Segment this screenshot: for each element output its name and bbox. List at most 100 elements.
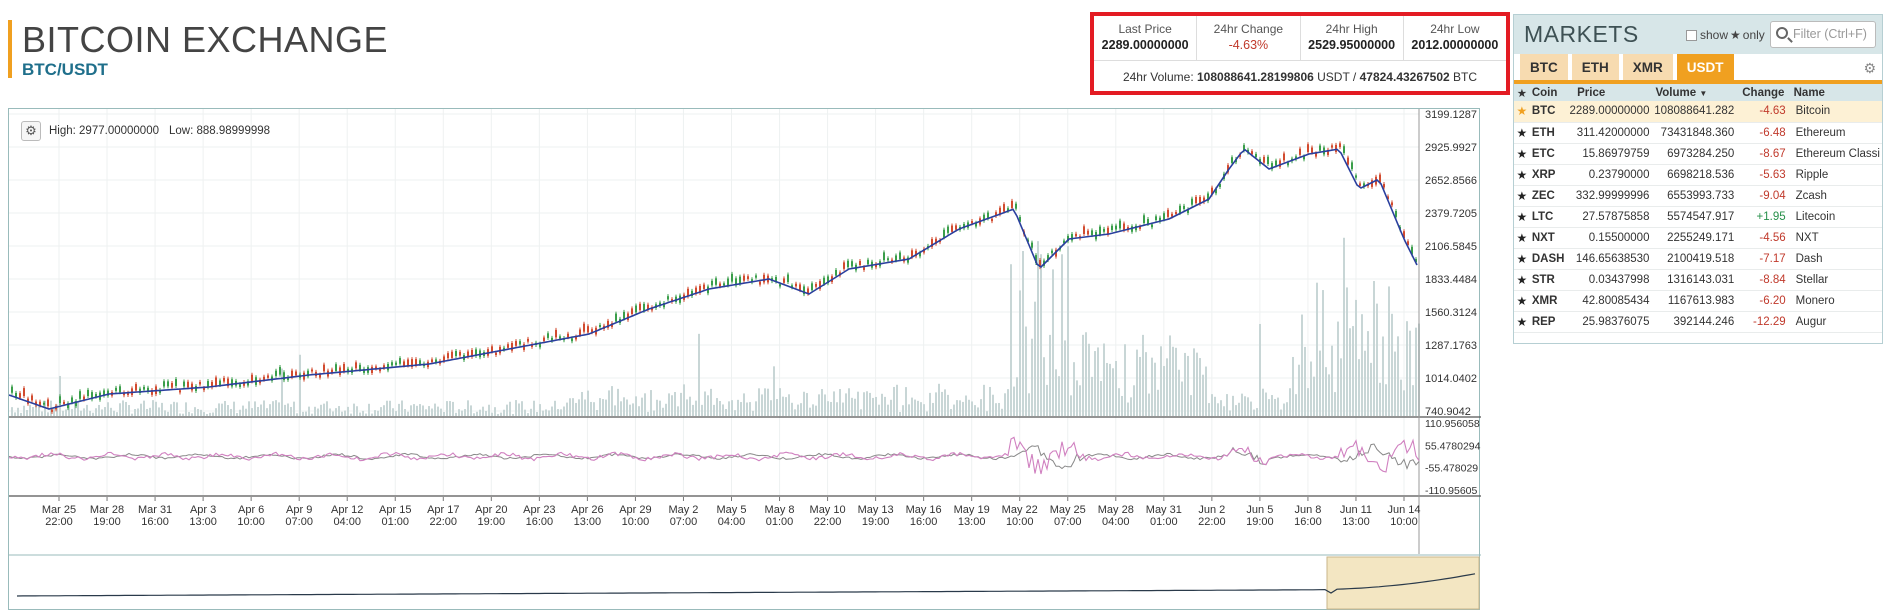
column-price[interactable]: Price <box>1567 84 1652 101</box>
market-row[interactable]: ★ XMR 42.80085434 1167613.983 -6.20 Monero <box>1514 290 1882 312</box>
time-tick-time: 10:00 <box>237 516 265 528</box>
market-row[interactable]: ★ STR 0.03437998 1316143.031 -8.84 Stellar <box>1514 269 1882 291</box>
fav-column-star-icon[interactable]: ★ <box>1514 84 1530 101</box>
market-row[interactable]: ★ LTC 27.57875858 5574547.917 +1.95 Litecoin <box>1514 206 1882 228</box>
tab-btc[interactable]: BTC <box>1520 54 1568 80</box>
volume-bar <box>626 399 628 416</box>
market-row[interactable]: ★ REP 25.98376075 392144.246 -12.29 Augur <box>1514 311 1882 333</box>
volume-bar <box>62 410 64 416</box>
tab-xmr[interactable]: XMR <box>1622 54 1673 80</box>
market-row[interactable]: ★ ETC 15.86979759 6973284.250 -8.67 Ethereum … <box>1514 143 1882 165</box>
oscillator-tick-label: -55.478029 <box>1425 463 1478 475</box>
volume-bar <box>479 409 481 416</box>
filter-input[interactable]: Filter (Ctrl+F) <box>1770 21 1876 48</box>
market-row[interactable]: ★ DASH 146.65638530 2100419.518 -7.17 Dash <box>1514 248 1882 270</box>
candle-body <box>247 381 249 386</box>
candle-body <box>451 351 453 358</box>
volume-bar <box>371 413 373 416</box>
volume-bar <box>941 391 943 416</box>
volume-bar <box>1259 323 1261 416</box>
fav-star-icon[interactable]: ★ <box>1514 185 1530 207</box>
candle-body <box>915 250 917 257</box>
time-tick-date: Apr 26 <box>571 504 603 516</box>
fav-star-icon[interactable]: ★ <box>1514 311 1530 333</box>
time-tick-date: Apr 20 <box>475 504 507 516</box>
price-chart[interactable]: ⚙ High: 2977.00000000 Low: 888.98999998 … <box>8 108 1481 611</box>
markets-header: MARKETS show ★ only Filter (Ctrl+F) <box>1514 15 1882 54</box>
candle-body <box>1307 144 1309 153</box>
fav-star-icon[interactable]: ★ <box>1514 248 1530 270</box>
volume-bar <box>971 401 973 416</box>
tab-usdt[interactable]: USDT <box>1676 54 1734 80</box>
volume-bar <box>776 399 778 416</box>
chart-settings-gear-icon[interactable]: ⚙ <box>21 121 41 141</box>
volume-bar <box>1274 398 1276 416</box>
candle-body <box>527 338 529 342</box>
volume-btc-value: 47824.43267502 <box>1359 70 1450 84</box>
volume-bar <box>542 410 544 416</box>
candle-body <box>779 284 781 287</box>
fav-star-icon[interactable]: ★ <box>1514 206 1530 228</box>
fav-star-icon[interactable]: ★ <box>1514 164 1530 186</box>
candle-body <box>539 343 541 348</box>
column-name[interactable]: Name <box>1787 84 1882 101</box>
volume-bar <box>1313 376 1315 416</box>
candle-body <box>1091 230 1093 236</box>
fav-star-icon[interactable]: ★ <box>1514 269 1530 291</box>
fav-star-icon[interactable]: ★ <box>1514 290 1530 312</box>
candle-body <box>1263 156 1265 163</box>
volume-bar <box>506 404 508 416</box>
volume-label: 24hr Volume: <box>1122 70 1194 84</box>
candle-body <box>1371 180 1373 187</box>
volume-bar <box>290 406 292 416</box>
candle-body <box>239 384 241 387</box>
volume-bar <box>1394 351 1396 416</box>
volume-bar <box>755 401 757 416</box>
candle-body <box>1243 145 1245 151</box>
coin-name: Bitcoin <box>1787 101 1882 123</box>
time-tick-time: 19:00 <box>862 516 890 528</box>
candle-body <box>1287 162 1289 166</box>
volume-bar <box>455 412 457 416</box>
show-favorites-checkbox[interactable] <box>1686 29 1697 41</box>
volume-bar <box>563 406 565 416</box>
market-row[interactable]: ★ ETH 311.42000000 73431848.360 -6.48 Ethereu… <box>1514 122 1882 144</box>
volume-bar <box>1247 397 1249 416</box>
candle-body <box>1107 227 1109 235</box>
fav-star-icon[interactable]: ★ <box>1514 227 1530 249</box>
chart-canvas[interactable]: 3199.1287 2925.9927 2652.8566 2379.7205 2106… <box>9 109 1481 611</box>
volume-bar <box>521 401 523 416</box>
tab-eth[interactable]: ETH <box>1571 54 1619 80</box>
candle-body <box>643 303 645 311</box>
volume-bar <box>92 412 94 416</box>
market-row[interactable]: ★ ZEC 332.99999996 6553993.733 -9.04 Zcash <box>1514 185 1882 207</box>
volume-bar <box>248 401 250 416</box>
fav-star-icon[interactable]: ★ <box>1514 143 1530 165</box>
market-row[interactable]: ★ NXT 0.15500000 2255249.171 -4.56 NXT <box>1514 227 1882 249</box>
coin-name: Zcash <box>1787 185 1882 207</box>
markets-settings-gear-icon[interactable]: ⚙ <box>1863 60 1876 76</box>
market-row[interactable]: ★ XRP 0.23790000 6698218.536 -5.63 Ripple <box>1514 164 1882 186</box>
price-tick-label: 2379.7205 <box>1425 208 1477 220</box>
volume-bar <box>509 401 511 416</box>
market-row[interactable]: ★ BTC 2289.00000000 108088641.282 -4.63 Bitco… <box>1514 101 1882 123</box>
candle-body <box>519 341 521 345</box>
show-favorites-toggle[interactable]: show ★ only <box>1686 28 1765 42</box>
candle-body <box>1103 228 1105 232</box>
volume-bar <box>908 404 910 416</box>
volume-bar <box>986 411 988 416</box>
volume-bar <box>491 412 493 416</box>
column-coin[interactable]: Coin <box>1529 84 1568 101</box>
candle-body <box>203 387 205 391</box>
candle-body <box>567 333 569 338</box>
volume-bar <box>1115 360 1117 416</box>
candle-body <box>547 333 549 338</box>
column-change[interactable]: Change <box>1736 84 1788 101</box>
volume-bar <box>1049 334 1051 416</box>
volume-bar <box>965 395 967 416</box>
fav-star-icon[interactable]: ★ <box>1514 122 1530 144</box>
column-volume[interactable]: Volume ▼ <box>1651 84 1737 101</box>
candle-body <box>295 371 297 376</box>
time-tick-time: 13:00 <box>574 516 602 528</box>
fav-star-icon[interactable]: ★ <box>1514 101 1530 123</box>
